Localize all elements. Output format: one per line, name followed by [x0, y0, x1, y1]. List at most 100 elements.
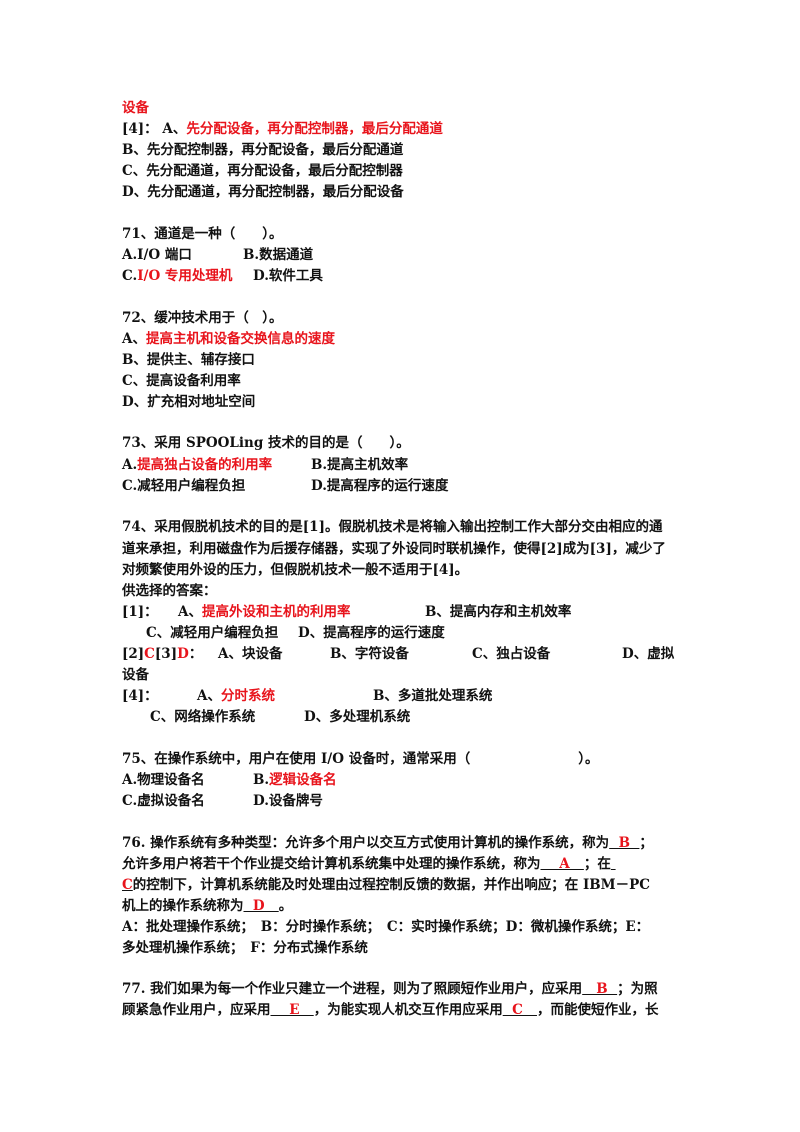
- text-line: 设备: [122, 665, 149, 685]
- column-block: D、虚拟: [622, 644, 674, 664]
- answer-text: I/O 专用处理机: [137, 268, 233, 284]
- text-line: 74、采用假脱机技术的目的是[1]。假脱机技术是将输入输出控制工作大部分交由相应…: [122, 517, 662, 537]
- text-segment: 机上的操作系统称为: [122, 898, 244, 914]
- text-segment: C、网络操作系统: [150, 709, 256, 725]
- text-segment: 道来承担，利用磁盘作为后援存储器，实现了外设同时联机操作，使得[2]成为[3]，…: [122, 541, 666, 557]
- text-segment: ：: [188, 646, 203, 662]
- text-line: A、提高主机和设备交换信息的速度: [122, 329, 335, 349]
- text-line: 供选择的答案：: [122, 581, 217, 601]
- text-segment: [1]：: [122, 604, 158, 620]
- text-segment: 77. 我们如果为每一个作业只建立一个进程，则为了照顾短作业用户，应采用: [122, 981, 583, 997]
- text-segment: B、多道批处理系统: [373, 688, 493, 704]
- text-segment: C.: [122, 268, 138, 284]
- column-block: D.设备牌号: [253, 791, 323, 811]
- text-line: 道来承担，利用磁盘作为后援存储器，实现了外设同时联机操作，使得[2]成为[3]，…: [122, 539, 666, 559]
- text-segment: 75、在操作系统中，用户在使用 I/O 设备时，通常采用（ ）。: [122, 751, 599, 767]
- text-segment: A、块设备: [218, 646, 283, 662]
- answer-blank: E: [270, 1002, 314, 1018]
- column-block: C、网络操作系统: [150, 707, 255, 727]
- text-line: A.物理设备名 B.逻辑设备名: [122, 770, 337, 790]
- text-line: [1]： A、提高外设和主机的利用率 B、提高内存和主机效率: [122, 602, 571, 622]
- text-line: C、先分配通道，再分配设备，最后分配控制器: [122, 161, 403, 181]
- column-block: A、提高外设和主机的利用率: [178, 602, 350, 622]
- text-segment: A、: [178, 604, 202, 620]
- text-segment: B、字符设备: [330, 646, 409, 662]
- text-segment: A、: [197, 688, 221, 704]
- text-segment: C.减轻用户编程负担: [122, 478, 246, 494]
- text-segment: [4]：: [122, 688, 158, 704]
- answer-blank: [611, 856, 616, 872]
- text-segment: D、虚拟: [622, 646, 675, 662]
- text-line: 多处理机操作系统； F：分布式操作系统: [122, 938, 368, 958]
- text-line: 机上的操作系统称为 D 。: [122, 896, 292, 916]
- text-segment: B、提供主、辅存接口: [122, 352, 255, 368]
- text-segment: B.: [253, 772, 270, 788]
- column-block: D、提高程序的运行速度: [298, 623, 445, 643]
- text-segment: D、先分配通道，再分配控制器，最后分配设备: [122, 184, 404, 200]
- text-segment: C、提高设备利用率: [122, 373, 241, 389]
- text-segment: B.数据通道: [243, 247, 314, 263]
- text-line: D、先分配通道，再分配控制器，最后分配设备: [122, 182, 404, 202]
- column-block: C、独占设备: [472, 644, 550, 664]
- column-block: D、多处理机系统: [304, 707, 410, 727]
- column-block: C、减轻用户编程负担: [146, 623, 278, 643]
- column-block: B、字符设备: [330, 644, 409, 664]
- text-segment: 设备: [122, 667, 149, 683]
- answer-text: D: [177, 646, 189, 662]
- text-segment: A：批处理操作系统； B：分时操作系统； C：实时操作系统；D：微机操作系统；E…: [122, 919, 650, 935]
- text-segment: ；为照: [617, 981, 658, 997]
- text-line: 71、通道是一种（ ）。: [122, 224, 283, 244]
- answer-text: C: [144, 646, 155, 662]
- text-segment: 对频繁使用外设的压力，但假脱机技术一般不适用于[4]。: [122, 562, 469, 578]
- text-line: [4]： A、先分配设备，再分配控制器，最后分配通道: [122, 119, 443, 139]
- answer-text: 提高主机和设备交换信息的速度: [145, 331, 335, 347]
- text-line: C.I/O 专用处理机 D.软件工具: [122, 266, 323, 286]
- text-segment: ；在: [583, 856, 611, 872]
- text-segment: C、减轻用户编程负担: [146, 625, 279, 641]
- text-segment: 71、通道是一种（ ）。: [122, 226, 283, 242]
- answer-blank: B: [609, 835, 640, 851]
- answer-blank: C: [122, 877, 133, 893]
- text-segment: C、独占设备: [472, 646, 551, 662]
- column-block: B、多道批处理系统: [373, 686, 492, 706]
- answer-text: 逻辑设备名: [269, 772, 337, 788]
- text-line: C的控制下，计算机系统能及时处理由过程控制反馈的数据，并作出响应；在 IBM－P…: [122, 875, 650, 895]
- text-line: B、提供主、辅存接口: [122, 350, 255, 370]
- text-segment: D、提高程序的运行速度: [298, 625, 445, 641]
- text-segment: D、扩充相对地址空间: [122, 394, 256, 410]
- answer-blank: C: [502, 1002, 537, 1018]
- text-line: A.提高独占设备的利用率 B.提高主机效率: [122, 455, 408, 475]
- text-segment: A.物理设备名: [122, 772, 205, 788]
- text-segment: ，而能使短作业，长: [536, 1002, 659, 1018]
- text-segment: 顾紧急作业用户，应采用: [122, 1002, 271, 1018]
- text-segment: D.设备牌号: [253, 793, 323, 809]
- answer-text: 先分配设备，再分配控制器，最后分配通道: [186, 121, 443, 137]
- column-block: D.软件工具: [253, 266, 323, 286]
- text-segment: 供选择的答案：: [122, 583, 217, 599]
- text-segment: [2]: [122, 646, 145, 662]
- text-line: B、先分配控制器，再分配设备，最后分配通道: [122, 140, 403, 160]
- text-segment: 74、采用假脱机技术的目的是[1]。假脱机技术是将输入输出控制工作大部分交由相应…: [122, 519, 663, 535]
- text-line: C.虚拟设备名 D.设备牌号: [122, 791, 323, 811]
- text-segment: 。: [278, 898, 293, 914]
- column-block: B.逻辑设备名: [253, 770, 337, 790]
- text-segment: D.提高程序的运行速度: [311, 478, 449, 494]
- text-segment: 的控制下，计算机系统能及时处理由过程控制反馈的数据，并作出响应；在 IBM－PC: [132, 877, 651, 893]
- text-line: C、提高设备利用率: [122, 371, 241, 391]
- text-segment: B、先分配控制器，再分配设备，最后分配通道: [122, 142, 404, 158]
- text-line: [4]： A、分时系统 B、多道批处理系统: [122, 686, 492, 706]
- text-line: 72、缓冲技术用于（ ）。: [122, 308, 283, 328]
- text-segment: 76. 操作系统有多种类型：允许多个用户以交互方式使用计算机的操作系统，称为: [122, 835, 610, 851]
- text-segment: A.I/O 端口: [122, 247, 192, 263]
- text-segment: C.虚拟设备名: [122, 793, 205, 809]
- text-segment: 允许多用户将若干个作业提交给计算机系统集中处理的操作系统，称为: [122, 856, 541, 872]
- text-line: 允许多用户将若干个作业提交给计算机系统集中处理的操作系统，称为 A ；在: [122, 854, 616, 874]
- answer-text: 提高外设和主机的利用率: [201, 604, 351, 620]
- text-line: 77. 我们如果为每一个作业只建立一个进程，则为了照顾短作业用户，应采用 B ；…: [122, 979, 658, 999]
- text-line: 对频繁使用外设的压力，但假脱机技术一般不适用于[4]。: [122, 560, 468, 580]
- text-line: A：批处理操作系统； B：分时操作系统； C：实时操作系统；D：微机操作系统；E…: [122, 917, 649, 937]
- text-line: D、扩充相对地址空间: [122, 392, 255, 412]
- text-segment: ；: [639, 835, 653, 851]
- column-block: D.提高程序的运行速度: [311, 476, 448, 496]
- text-segment: B、提高内存和主机效率: [425, 604, 572, 620]
